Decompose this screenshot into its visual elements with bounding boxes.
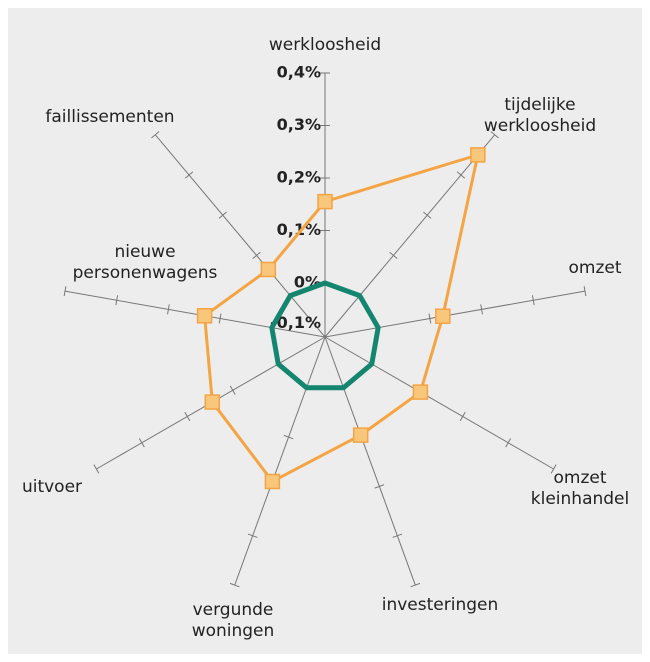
tick-mark (93, 464, 100, 474)
tick-mark (151, 131, 160, 139)
tick-label: 0,3% (277, 115, 321, 134)
tick-mark (583, 286, 587, 297)
tick-mark (115, 295, 119, 306)
category-label: omzet kleinhandel (531, 468, 629, 509)
tick-mark (218, 211, 227, 219)
tick-label: 0,2% (277, 168, 321, 187)
category-label: uitvoer (22, 477, 82, 497)
tick-mark (283, 434, 294, 440)
axis-line (234, 336, 326, 586)
category-label: nieuwe personenwagens (73, 242, 218, 283)
tick-mark (410, 582, 421, 588)
series-line (203, 153, 480, 483)
tick-mark (456, 171, 466, 179)
data-point (317, 193, 333, 210)
category-label: tijdelijke werkloosheid (484, 95, 596, 136)
tick-mark (138, 438, 145, 448)
category-label: faillissementen (45, 107, 174, 127)
data-point (264, 473, 281, 490)
tick-mark (63, 286, 67, 297)
category-label: werkloosheid (269, 35, 381, 55)
tick-mark (247, 533, 258, 538)
tick-mark (392, 533, 403, 538)
tick-mark (550, 464, 557, 474)
tick-mark (459, 411, 466, 422)
tick-mark (428, 313, 432, 324)
tick-mark (184, 171, 194, 179)
tick-mark (184, 411, 191, 422)
tick-label: 0,1% (277, 220, 321, 239)
tick-mark (229, 385, 236, 395)
tick-label: -0,1% (270, 313, 321, 332)
tick-mark (374, 484, 385, 489)
tick-mark (490, 131, 499, 139)
data-point (196, 308, 213, 324)
data-point (470, 147, 486, 163)
tick-mark (423, 211, 432, 219)
tick-mark (167, 304, 170, 315)
tick-mark (531, 295, 535, 306)
tick-mark (480, 304, 483, 315)
axis-line (324, 134, 496, 338)
series-line (269, 280, 381, 391)
axis-line (154, 134, 326, 338)
axis-line (64, 290, 326, 338)
axis-line (324, 336, 554, 470)
data-point (412, 384, 429, 400)
tick-mark (252, 251, 261, 260)
tick-mark (389, 251, 398, 260)
tick-mark (505, 438, 512, 448)
tick-mark (218, 313, 222, 324)
category-label: investeringen (382, 595, 499, 615)
data-point (435, 308, 451, 324)
category-label: omzet (568, 258, 621, 278)
data-point (204, 394, 221, 410)
category-label: vergunde woningen (192, 600, 275, 641)
tick-label: 0,4% (277, 63, 321, 82)
data-point (352, 427, 369, 443)
data-point (260, 261, 277, 278)
axis-line (324, 336, 416, 586)
tick-mark (229, 582, 240, 588)
axis-line (324, 290, 586, 338)
